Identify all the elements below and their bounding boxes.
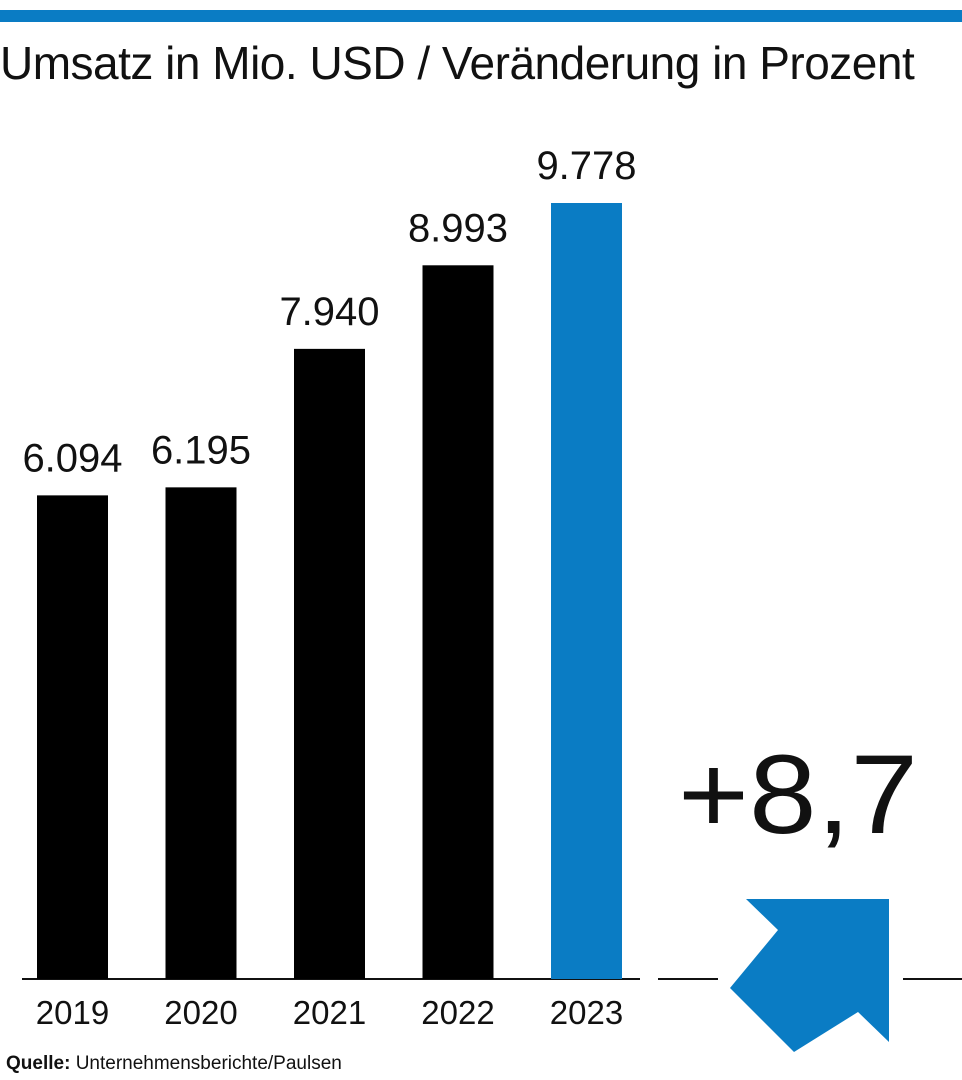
value-label-2023: 9.778: [536, 144, 636, 188]
accent-top-bar: [0, 10, 962, 22]
x-tick-2022: 2022: [421, 994, 494, 1031]
source-label: Quelle:: [6, 1053, 71, 1074]
bar-2020: [165, 487, 237, 979]
bar-2021: [294, 348, 365, 979]
source-note: Quelle: Unternehmensberichte/Paulsen: [6, 1050, 342, 1078]
value-label-2022: 8.993: [408, 206, 508, 250]
chart-title: Umsatz in Mio. USD / Veränderung in Proz…: [0, 37, 915, 89]
bar-2022: [422, 265, 494, 979]
value-label-2020: 6.195: [151, 428, 251, 472]
value-label-2019: 6.094: [22, 436, 122, 480]
x-tick-2019: 2019: [36, 994, 109, 1031]
x-tick-2021: 2021: [293, 994, 366, 1031]
change-indicator: +8,7: [658, 732, 962, 1052]
x-tick-2023: 2023: [550, 994, 623, 1031]
bar-2019: [37, 495, 108, 979]
change-value: +8,7: [678, 732, 918, 857]
up-right-arrow-icon: [730, 899, 889, 1052]
x-tick-2020: 2020: [164, 994, 237, 1031]
source-text: Unternehmensberichte/Paulsen: [75, 1053, 342, 1074]
bar-2023: [551, 203, 622, 979]
value-label-2021: 7.940: [279, 290, 379, 334]
